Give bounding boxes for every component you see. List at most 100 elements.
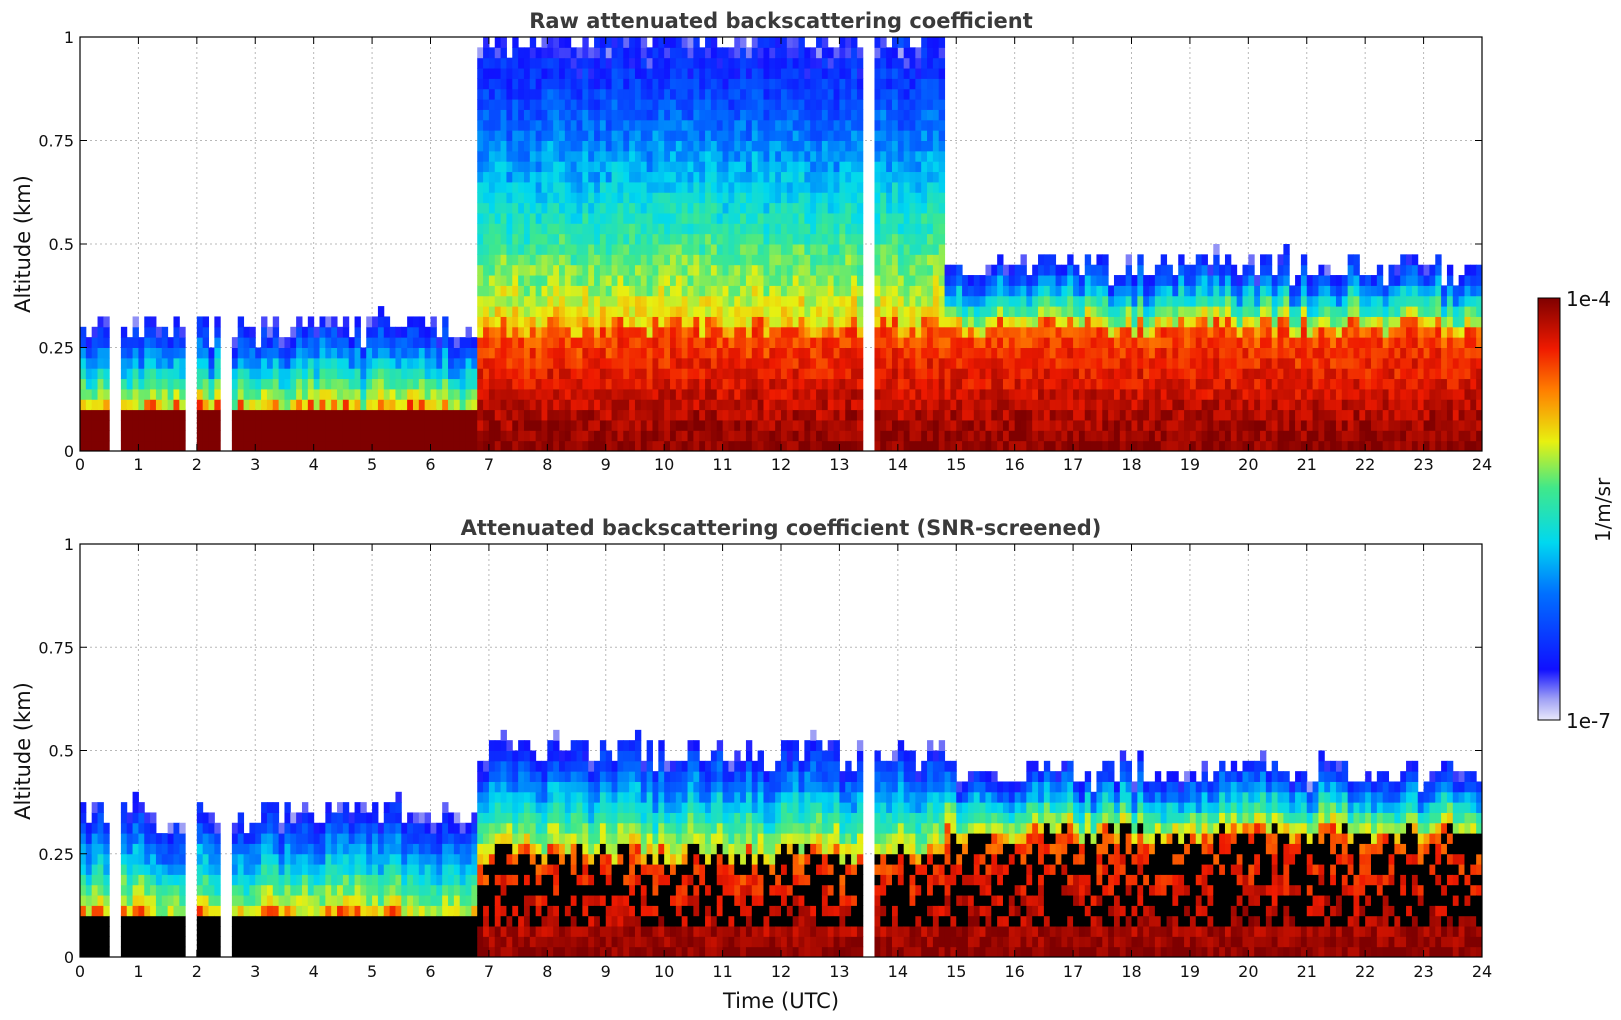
heatmap-cell: [763, 88, 770, 100]
heatmap-cell: [915, 78, 922, 90]
heatmap-cell: [938, 378, 946, 390]
heatmap-cell: [804, 88, 811, 100]
heatmap-cell: [588, 368, 595, 380]
heatmap-cell: [448, 399, 455, 411]
heatmap-cell: [886, 119, 893, 131]
heatmap-cell: [798, 378, 805, 390]
heatmap-cell: [594, 368, 601, 380]
heatmap-cell: [582, 99, 589, 110]
heatmap-cell: [670, 337, 677, 348]
heatmap-cell: [255, 357, 262, 369]
heatmap-cell: [670, 223, 677, 235]
heatmap-cell: [646, 181, 653, 193]
heatmap-cell: [261, 388, 268, 400]
heatmap-cell: [599, 130, 607, 141]
heatmap-cell: [792, 378, 800, 390]
heatmap-cell: [1271, 419, 1279, 431]
heatmap-cell: [903, 223, 911, 235]
heatmap-cell: [1300, 419, 1308, 431]
heatmap-cell: [1002, 326, 1010, 338]
heatmap-cell: [377, 368, 385, 380]
heatmap-cell: [734, 326, 741, 338]
heatmap-cell: [1125, 326, 1132, 338]
heatmap-cell: [523, 368, 531, 380]
heatmap-cell: [559, 347, 566, 359]
heatmap-cell: [728, 140, 735, 152]
heatmap-cell: [518, 368, 525, 380]
heatmap-cell: [804, 419, 811, 431]
heatmap-cell: [547, 47, 554, 59]
heatmap-cell: [769, 388, 776, 400]
heatmap-cell: [710, 223, 718, 235]
heatmap-cell: [915, 109, 922, 121]
heatmap-cell: [751, 88, 759, 100]
heatmap-cell: [138, 388, 145, 400]
heatmap-cell: [453, 440, 461, 452]
heatmap-cell: [740, 37, 747, 48]
heatmap-cell: [927, 140, 934, 152]
heatmap-cell: [1260, 399, 1267, 411]
heatmap-cell: [757, 306, 764, 317]
heatmap-cell: [150, 378, 157, 390]
heatmap-cell: [553, 285, 560, 297]
heatmap-cell: [728, 161, 735, 173]
heatmap-cell: [792, 430, 800, 442]
heatmap-cell: [266, 326, 274, 338]
heatmap-cell: [553, 244, 560, 255]
heatmap-cell: [1038, 357, 1045, 369]
heatmap-cell: [588, 347, 595, 359]
heatmap-cell: [991, 306, 998, 317]
heatmap-cell: [605, 212, 613, 224]
heatmap-cell: [921, 368, 928, 380]
heatmap-cell: [1195, 440, 1203, 452]
heatmap-cell: [833, 254, 840, 266]
heatmap-cell: [553, 99, 560, 110]
heatmap-cell: [693, 306, 700, 317]
heatmap-cell: [85, 368, 93, 380]
heatmap-cell: [284, 419, 291, 431]
heatmap-cell: [488, 399, 496, 411]
heatmap-cell: [821, 419, 829, 431]
heatmap-cell: [582, 78, 589, 90]
heatmap-cell: [827, 368, 835, 380]
heatmap-cell: [564, 388, 572, 400]
heatmap-cell: [255, 430, 262, 442]
heatmap-cell: [728, 119, 735, 131]
heatmap-cell: [383, 316, 391, 328]
heatmap-cell: [167, 419, 174, 431]
heatmap-cell: [167, 357, 174, 369]
heatmap-cell: [1043, 337, 1051, 348]
heatmap-cell: [249, 357, 256, 369]
heatmap-cell: [944, 409, 951, 421]
heatmap-cell: [535, 264, 542, 276]
heatmap-cell: [1207, 264, 1214, 276]
heatmap-cell: [740, 368, 747, 380]
heatmap-cell: [448, 357, 455, 369]
heatmap-cell: [132, 357, 139, 369]
heatmap-cell: [1061, 347, 1068, 359]
heatmap-cell: [1108, 285, 1115, 297]
heatmap-cell: [997, 388, 1004, 400]
heatmap-cell: [1254, 419, 1261, 431]
heatmap-cell: [915, 192, 922, 204]
heatmap-cell: [810, 399, 817, 411]
heatmap-cell: [512, 68, 519, 79]
heatmap-cell: [1096, 264, 1103, 276]
heatmap-cell: [617, 78, 624, 90]
heatmap-cell: [851, 285, 858, 297]
heatmap-cell: [710, 326, 718, 338]
heatmap-cell: [757, 409, 764, 421]
heatmap-cell: [372, 388, 379, 400]
heatmap-cell: [687, 192, 694, 204]
heatmap-cell: [927, 57, 934, 69]
heatmap-cell: [605, 440, 613, 452]
heatmap-cell: [611, 264, 618, 276]
heatmap-cell: [1248, 368, 1255, 380]
heatmap-cell: [962, 337, 969, 348]
heatmap-cell: [1149, 419, 1156, 431]
heatmap-cell: [833, 161, 840, 173]
heatmap-cell: [1043, 326, 1051, 338]
heatmap-cell: [623, 430, 630, 442]
heatmap-cell: [786, 244, 794, 255]
heatmap-cell: [1026, 285, 1033, 297]
